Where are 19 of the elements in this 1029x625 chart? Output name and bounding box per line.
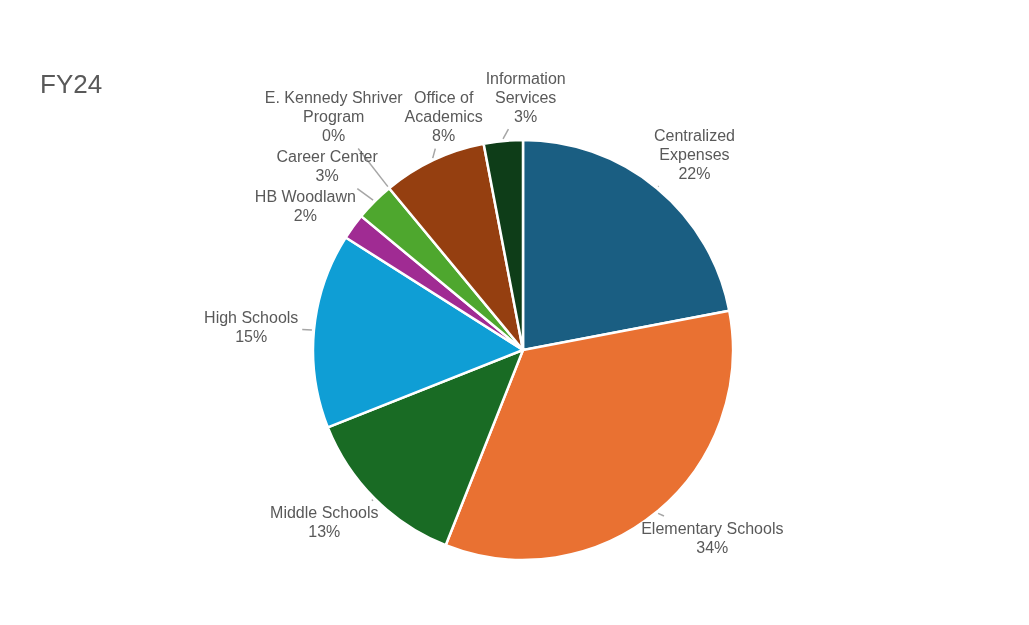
- chart-title: FY24: [40, 69, 103, 99]
- data-label: 3%: [315, 167, 339, 185]
- data-label: 8%: [432, 127, 456, 145]
- slice-label: Career Center: [276, 148, 379, 166]
- data-label: 34%: [696, 538, 729, 556]
- data-label: 3%: [514, 107, 538, 125]
- slice-label: HB Woodlawn: [254, 188, 356, 206]
- slice-label: Office of Academics: [404, 89, 483, 126]
- slice-label: Middle Schools: [270, 504, 379, 522]
- data-label: 13%: [308, 523, 341, 541]
- data-label: 22%: [678, 164, 711, 182]
- slice-label: Elementary Schools: [641, 519, 784, 537]
- slice-label: High Schools: [204, 308, 299, 326]
- data-label: 2%: [293, 207, 317, 225]
- text: 0%: [322, 127, 346, 145]
- data-label: 15%: [235, 327, 268, 345]
- slice-label: Centralized Expenses: [654, 126, 735, 163]
- slice-label: Information Services: [485, 69, 566, 106]
- category-label: E. Kennedy Shriver Program: [264, 89, 403, 126]
